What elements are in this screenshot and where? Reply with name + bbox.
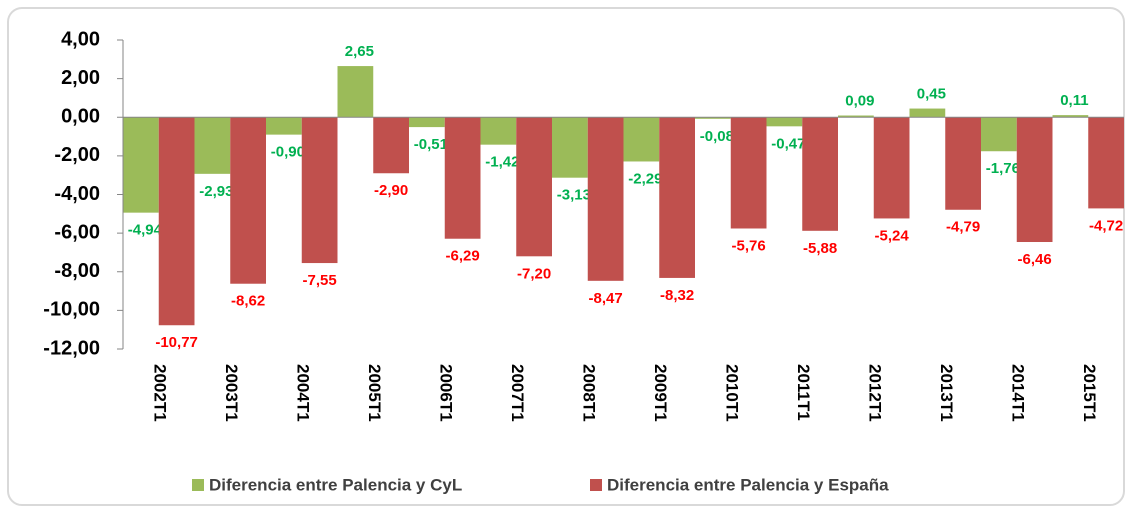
legend-label: Diferencia entre Palencia y España [607,475,889,494]
bar [301,117,338,264]
legend-swatch [192,479,204,491]
x-tick-label: 2006T1 [436,364,455,422]
bar [230,117,266,284]
y-tick-label: -12,00 [43,337,100,359]
y-tick-label: 4,00 [61,28,100,50]
bar [838,115,874,118]
data-label: -0,08 [700,128,734,145]
bar [1088,117,1124,209]
y-tick-label: -8,00 [54,260,100,282]
data-label: -1,76 [986,160,1020,177]
bar [587,117,624,281]
bar [802,117,838,231]
y-tick-label: -6,00 [54,221,100,243]
x-tick-label: 2002T1 [150,364,169,422]
bar [945,117,981,210]
data-label: -1,42 [485,154,519,171]
bar [766,117,803,127]
bar [266,117,302,135]
data-label: -2,93 [199,183,233,200]
data-label: -5,76 [732,237,766,254]
legend-label: Diferencia entre Palencia y CyL [209,475,462,494]
x-tick-label: 2010T1 [722,364,741,422]
x-tick-label: 2014T1 [1008,364,1027,422]
legend-swatch [590,479,602,491]
y-tick-label: -4,00 [54,183,100,205]
data-label: 0,11 [1060,92,1088,109]
bar [695,117,731,119]
data-label: -4,94 [128,222,163,239]
x-tick-label: 2015T1 [1080,364,1099,422]
data-label: -6,46 [1018,251,1052,268]
bar [873,117,910,219]
bar [444,117,481,239]
x-tick-label: 2007T1 [508,364,527,422]
y-tick-label: -10,00 [43,299,100,321]
x-tick-label: 2008T1 [579,364,598,422]
data-label: -8,47 [589,290,623,307]
data-label: -0,51 [414,136,448,153]
bar [158,117,195,326]
data-label: -5,88 [803,240,837,257]
bar [730,117,767,229]
data-label: -8,32 [660,287,694,304]
data-label: 0,09 [845,92,874,109]
bar [373,117,409,174]
data-label: -0,47 [771,135,805,152]
x-tick-label: 2004T1 [293,364,312,422]
data-label: -8,62 [231,293,265,310]
bar [659,117,695,278]
bar [480,117,517,145]
data-label: 2,65 [345,43,374,60]
data-label: 0,45 [917,86,946,103]
bar [516,117,552,257]
bar [909,108,946,118]
data-label: -10,77 [155,334,198,351]
x-tick-label: 2013T1 [937,364,956,422]
bar [123,117,159,213]
data-label: -2,29 [628,170,662,187]
data-label: -6,29 [446,248,480,265]
data-label: -7,55 [303,272,337,289]
data-label: -3,13 [557,187,591,204]
data-label: -0,90 [271,144,305,161]
bar [194,117,231,174]
data-label: -4,79 [946,219,980,236]
y-tick-label: -2,00 [54,144,100,166]
bar [623,117,660,162]
data-label: -2,90 [374,182,408,199]
data-label: -5,24 [875,227,910,244]
bar [981,117,1017,152]
bar [1016,117,1053,243]
y-tick-label: 0,00 [61,106,100,128]
bar [409,117,445,128]
bar [552,117,588,178]
x-tick-label: 2003T1 [222,364,241,422]
data-label: -7,20 [517,265,551,282]
x-tick-label: 2009T1 [651,364,670,422]
bar [337,66,374,118]
x-tick-label: 2011T1 [794,364,813,421]
x-tick-label: 2005T1 [365,364,384,422]
bar [1052,115,1089,118]
data-label: -4,72 [1089,217,1123,234]
x-tick-label: 2012T1 [865,364,884,422]
y-tick-label: 2,00 [61,67,100,89]
